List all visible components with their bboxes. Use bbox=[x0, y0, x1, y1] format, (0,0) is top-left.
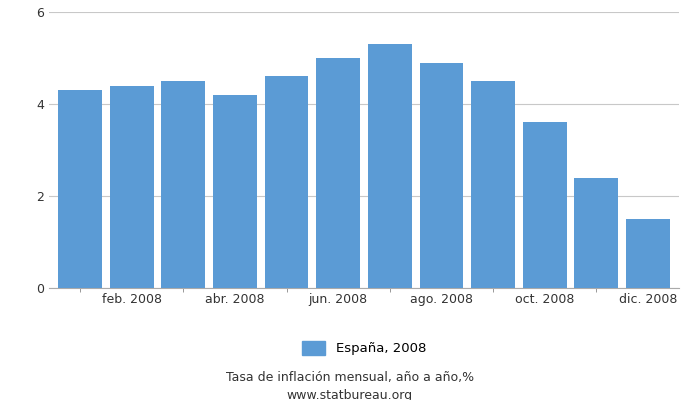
Bar bbox=[110, 86, 153, 288]
Bar bbox=[265, 76, 309, 288]
Bar bbox=[471, 81, 515, 288]
Bar bbox=[419, 62, 463, 288]
Bar bbox=[523, 122, 567, 288]
Bar bbox=[368, 44, 412, 288]
Legend: España, 2008: España, 2008 bbox=[296, 336, 432, 361]
Bar bbox=[575, 178, 618, 288]
Bar bbox=[213, 95, 257, 288]
Bar bbox=[58, 90, 102, 288]
Text: www.statbureau.org: www.statbureau.org bbox=[287, 390, 413, 400]
Bar bbox=[316, 58, 360, 288]
Text: Tasa de inflación mensual, año a año,%: Tasa de inflación mensual, año a año,% bbox=[226, 372, 474, 384]
Bar bbox=[626, 219, 670, 288]
Bar bbox=[161, 81, 205, 288]
